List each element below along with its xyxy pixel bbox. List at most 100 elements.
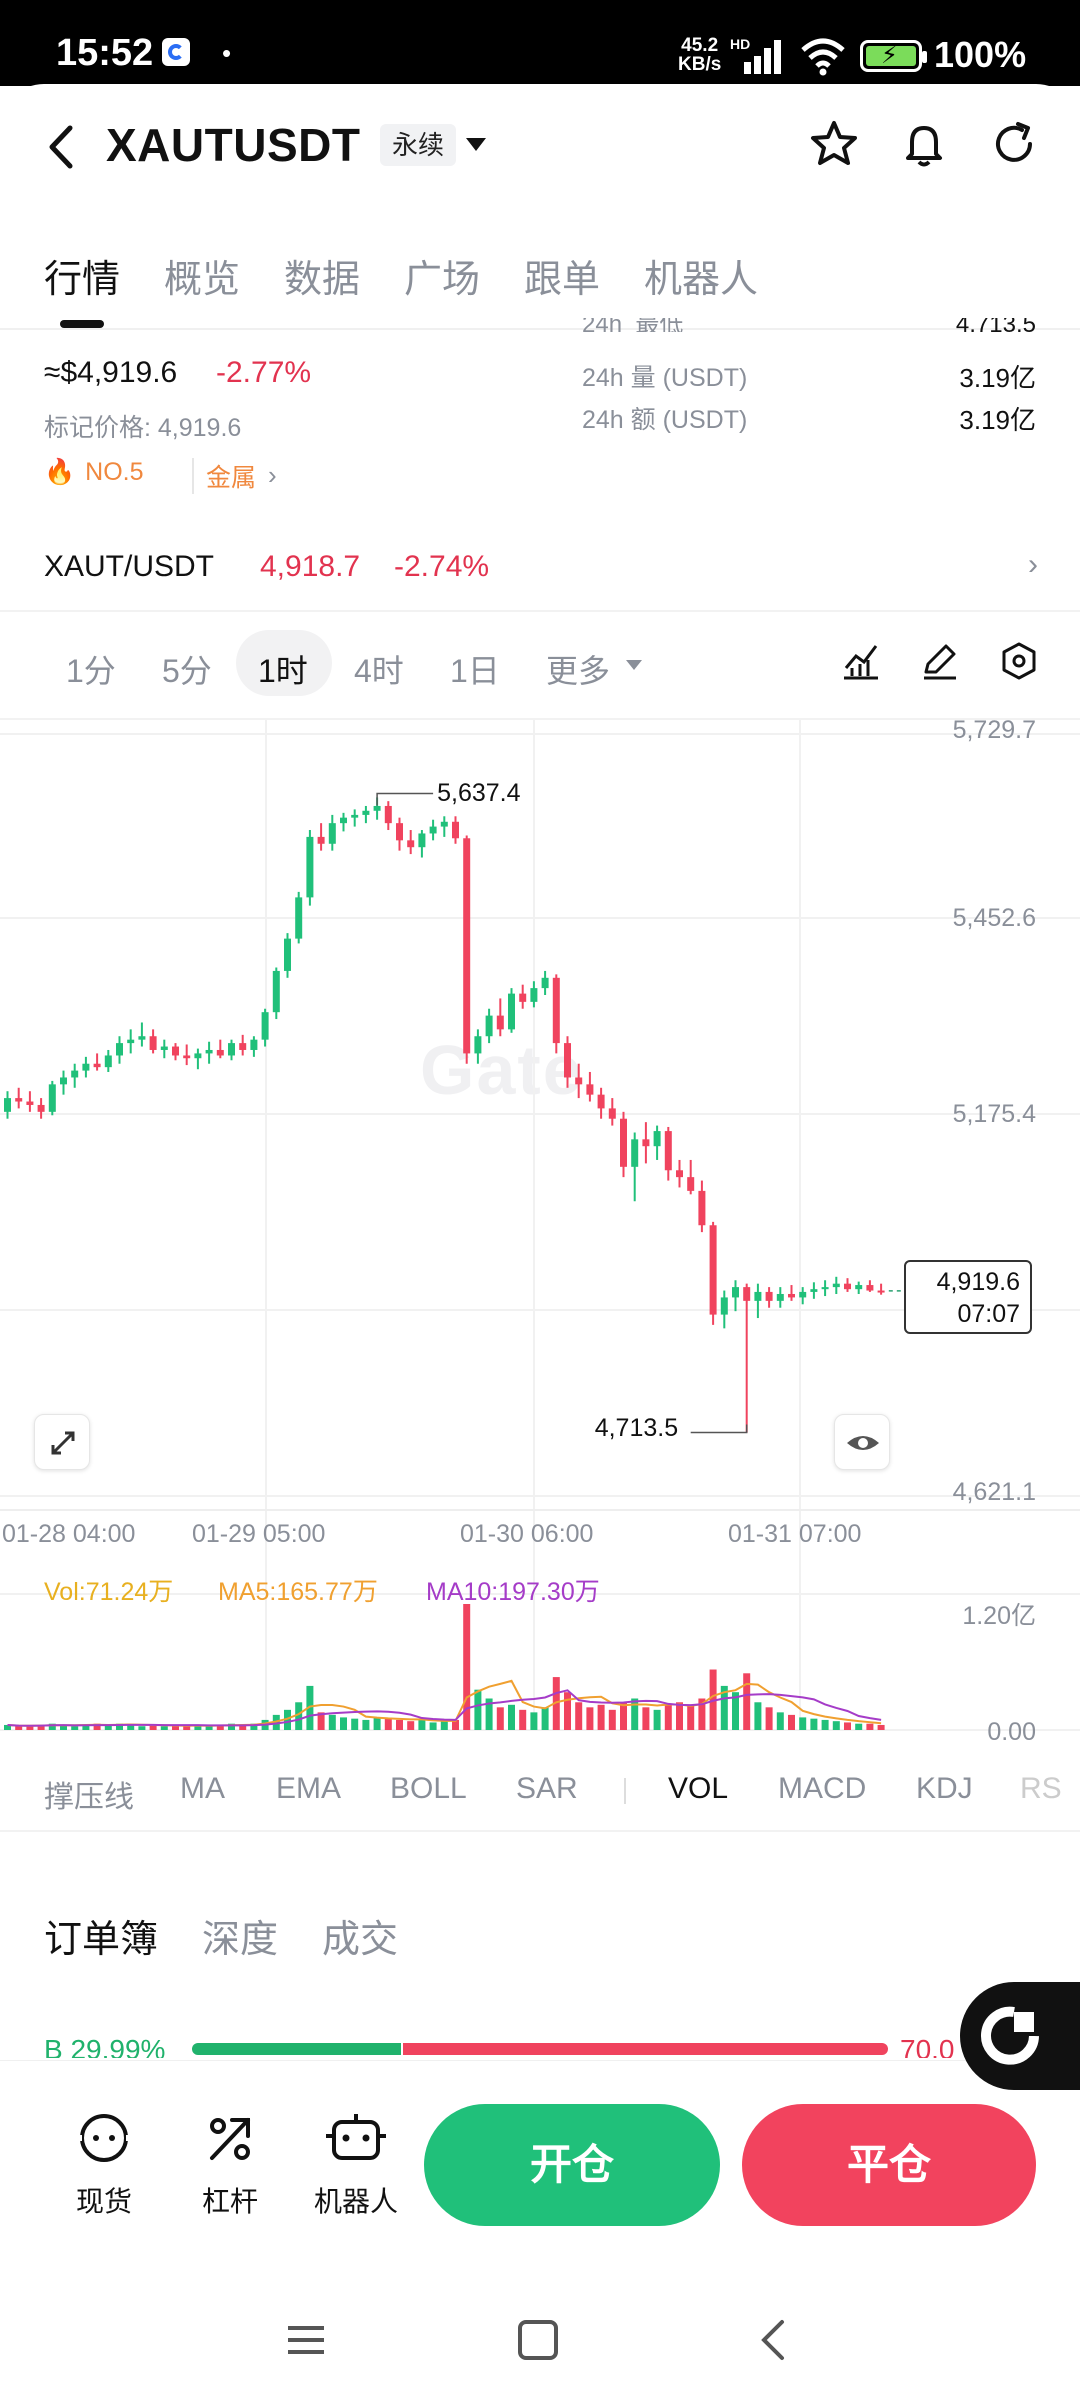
interval-5m[interactable]: 5分	[162, 653, 212, 689]
tab-square[interactable]: 广场	[404, 259, 481, 301]
chevron-down-icon[interactable]	[626, 660, 642, 670]
settings-hex-icon[interactable]	[998, 640, 1040, 682]
leverage-label[interactable]: 杠杆	[201, 2186, 258, 2217]
candle	[508, 993, 515, 1030]
candle	[788, 1293, 795, 1298]
interval-1h[interactable]: 1时	[258, 653, 308, 689]
bot-icon[interactable]	[306, 2108, 406, 2168]
volume-bar	[552, 1677, 560, 1730]
nav-back-icon[interactable]	[744, 2310, 804, 2370]
menu-icon[interactable]	[276, 2310, 336, 2370]
candle	[418, 833, 426, 848]
category-tag[interactable]: 金属	[192, 458, 256, 494]
candle	[328, 823, 336, 844]
tab-trades[interactable]: 成交	[322, 1919, 399, 1961]
gate-float-button[interactable]	[960, 1982, 1080, 2090]
ma10-line	[7, 1689, 882, 1727]
x-axis-label: 01-31 07:00	[728, 1520, 861, 1548]
candle	[709, 1225, 717, 1315]
candle	[284, 938, 291, 971]
leverage-icon[interactable]	[180, 2108, 280, 2168]
indicator-sar[interactable]: SAR	[516, 1772, 578, 1805]
volume-bar	[698, 1698, 706, 1730]
visibility-button[interactable]	[834, 1414, 890, 1470]
volume-bar	[776, 1712, 784, 1730]
indicator-ema[interactable]: EMA	[276, 1772, 342, 1805]
chevron-down-icon[interactable]	[466, 138, 486, 151]
volume-bar	[754, 1702, 762, 1730]
candle	[396, 823, 403, 841]
chevron-right-icon[interactable]: ›	[1028, 548, 1038, 581]
tab-depth[interactable]: 深度	[202, 1919, 279, 1961]
indicator-chart-icon[interactable]	[840, 640, 882, 682]
candle	[183, 1055, 191, 1059]
spot-row[interactable]: XAUT/USDT 4,918.7 -2.74% ›	[0, 528, 1080, 608]
star-icon[interactable]	[808, 118, 860, 170]
indicator-rsi[interactable]: RS	[1020, 1772, 1062, 1805]
candle	[250, 1039, 258, 1050]
volume-bar	[250, 1723, 258, 1730]
home-icon[interactable]	[508, 2310, 568, 2370]
candle	[407, 840, 415, 848]
spot-icon[interactable]	[54, 2108, 154, 2168]
fullscreen-button[interactable]	[34, 1414, 90, 1470]
contract-type-badge[interactable]: 永续	[380, 124, 457, 166]
interval-1m[interactable]: 1分	[66, 653, 116, 689]
volume-bar	[104, 1724, 112, 1730]
tab-copy-trade[interactable]: 跟单	[524, 259, 601, 301]
tab-market[interactable]: 行情	[44, 259, 121, 301]
indicator-support-resistance[interactable]: 撑压线	[44, 1781, 134, 1814]
volume-axis-bottom: 0.00	[987, 1718, 1036, 1746]
candle	[485, 1015, 493, 1037]
bell-icon[interactable]	[898, 118, 950, 170]
candle	[228, 1043, 235, 1056]
spot-label[interactable]: 现货	[75, 2186, 132, 2217]
back-icon[interactable]	[42, 122, 82, 172]
symbol-title[interactable]: XAUTUSDT	[106, 119, 361, 171]
open-position-button[interactable]: 开仓	[424, 2104, 720, 2226]
tab-orderbook[interactable]: 订单簿	[44, 1919, 159, 1961]
chevron-right-icon[interactable]: ›	[268, 460, 277, 490]
indicator-kdj[interactable]: KDJ	[916, 1772, 973, 1805]
volume-bar	[496, 1707, 504, 1730]
volume-bar	[295, 1702, 303, 1730]
close-position-button[interactable]: 平仓	[742, 2104, 1036, 2226]
draw-pen-icon[interactable]	[918, 640, 960, 682]
tab-data[interactable]: 数据	[284, 259, 361, 301]
volume-bar	[597, 1704, 605, 1730]
candle	[687, 1177, 695, 1191]
battery-percent: 100%	[934, 34, 1027, 75]
indicator-boll[interactable]: BOLL	[390, 1772, 467, 1805]
volume-bar	[138, 1726, 146, 1730]
gate-logo-icon	[981, 2006, 1039, 2065]
candle	[586, 1084, 594, 1095]
bot-label[interactable]: 机器人	[313, 2186, 398, 2217]
indicator-ma[interactable]: MA	[180, 1772, 225, 1805]
status-dot: •	[222, 38, 232, 68]
status-time: 15:52	[56, 32, 154, 74]
ma10-legend: MA10:197.30万	[426, 1578, 600, 1606]
tab-overview[interactable]: 概览	[164, 259, 241, 301]
volume-bar	[116, 1723, 123, 1730]
interval-1d[interactable]: 1日	[450, 653, 500, 689]
ma5-legend: MA5:165.77万	[218, 1578, 378, 1606]
tab-indicator	[60, 320, 104, 328]
candle	[844, 1283, 851, 1290]
volume-bar	[60, 1724, 67, 1730]
refresh-icon[interactable]	[988, 118, 1040, 170]
current-price-label: 4,919.6	[936, 1268, 1020, 1296]
tab-bot[interactable]: 机器人	[644, 259, 759, 301]
indicator-macd[interactable]: MACD	[778, 1772, 867, 1805]
volume-bar	[37, 1724, 45, 1730]
candle	[765, 1291, 773, 1301]
candle	[93, 1063, 101, 1068]
indicator-vol[interactable]: VOL	[668, 1772, 729, 1805]
rank-badge[interactable]: 🔥 NO.5	[44, 458, 144, 486]
interval-4h[interactable]: 4时	[354, 653, 404, 689]
candlestick-chart[interactable]: 5,729.7 5,452.6 5,175.4 4,621.1 01-28 04:00 0…	[0, 720, 1080, 1760]
candle	[138, 1036, 146, 1040]
volume-bar	[452, 1719, 459, 1730]
interval-more[interactable]: 更多	[546, 653, 611, 689]
candle	[205, 1049, 213, 1054]
candle	[351, 814, 359, 818]
